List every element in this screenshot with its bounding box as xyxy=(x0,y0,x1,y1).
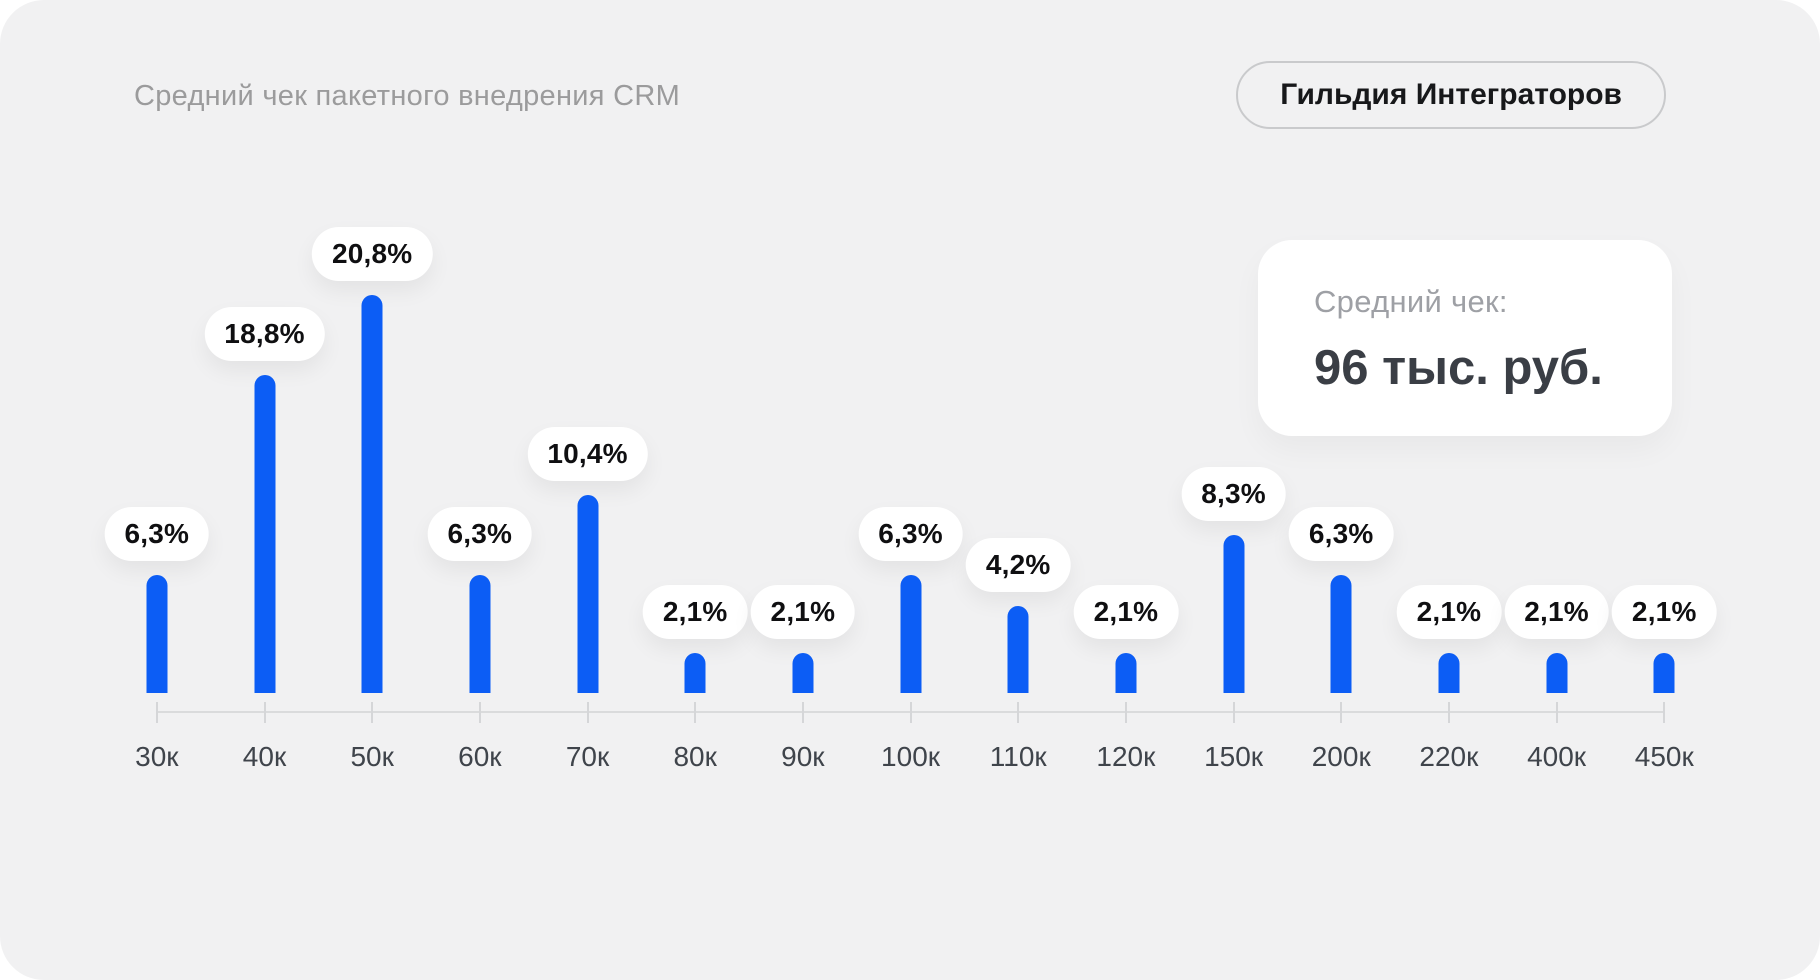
value-label: 2,1% xyxy=(1093,596,1159,627)
value-label: 10,4% xyxy=(547,438,628,469)
category-label: 90к xyxy=(781,741,825,772)
bar-column: 2,1% 450к xyxy=(1610,0,1718,980)
value-label-pill: 2,1% xyxy=(642,585,748,639)
bar[interactable] xyxy=(577,495,599,693)
axis-tick-mark xyxy=(371,702,374,723)
bar[interactable] xyxy=(1115,653,1137,693)
category-label: 110к xyxy=(989,741,1047,772)
value-label: 4,2% xyxy=(985,549,1051,580)
value-label: 20,8% xyxy=(331,238,413,269)
category-label: 150к xyxy=(1204,741,1264,772)
bar-column: 2,1% 90к xyxy=(749,0,857,980)
bar-column: 8,3% 150к xyxy=(1180,0,1288,980)
value-label: 2,1% xyxy=(662,596,728,627)
axis-tick-mark xyxy=(1447,702,1450,723)
bar-column: 2,1% 80к xyxy=(641,0,749,980)
axis-tick-mark xyxy=(586,702,589,723)
axis-tick-mark xyxy=(1232,702,1235,723)
category-label: 200к xyxy=(1311,741,1371,772)
value-label: 6,3% xyxy=(1308,518,1374,549)
brand-badge[interactable]: Гильдия Интеграторов xyxy=(1236,61,1666,129)
bar[interactable] xyxy=(146,575,168,693)
bar-chart: 6,3% 30к 18,8% 40к 20,8% 50к 6,3% 60к 10,4% 70к 2,… xyxy=(103,0,1718,980)
axis-tick-mark xyxy=(694,702,697,723)
value-label-pill: 20,8% xyxy=(311,227,433,281)
bar-column: 2,1% 120к xyxy=(1072,0,1180,980)
chart-title: Средний чек пакетного внедрения CRM xyxy=(134,80,681,112)
bar[interactable] xyxy=(254,375,275,693)
value-label-pill: 2,1% xyxy=(1611,585,1717,639)
bar[interactable] xyxy=(792,653,814,693)
bar[interactable] xyxy=(469,575,491,693)
value-label-pill: 6,3% xyxy=(427,507,533,561)
value-label: 8,3% xyxy=(1201,478,1266,509)
average-check-value: 96 тыс. руб. xyxy=(1314,341,1603,395)
category-label: 100к xyxy=(881,741,941,772)
axis-tick-mark xyxy=(1017,702,1020,723)
bar[interactable] xyxy=(361,295,383,693)
bar[interactable] xyxy=(1223,535,1245,693)
average-check-label: Средний чек: xyxy=(1314,284,1508,319)
value-label: 2,1% xyxy=(1631,596,1697,627)
category-label: 40к xyxy=(242,741,287,772)
bar[interactable] xyxy=(684,653,706,693)
axis-tick-mark xyxy=(1340,702,1343,723)
bar[interactable] xyxy=(1007,606,1029,693)
bar-column: 18,8% 40к xyxy=(204,0,325,980)
value-label: 2,1% xyxy=(1416,596,1482,627)
axis-tick-mark xyxy=(1124,702,1127,723)
category-label: 70к xyxy=(565,741,610,772)
bar-column: 20,8% 50к xyxy=(311,0,433,980)
value-label-pill: 18,8% xyxy=(204,307,325,361)
value-label-pill: 6,3% xyxy=(1288,507,1394,561)
bar[interactable] xyxy=(1546,653,1568,693)
category-label: 60к xyxy=(458,741,502,772)
value-label-pill: 2,1% xyxy=(1504,585,1609,639)
bar-column: 6,3% 200к xyxy=(1287,0,1395,980)
category-label: 220к xyxy=(1419,741,1479,772)
bar[interactable] xyxy=(1438,653,1460,693)
value-label: 18,8% xyxy=(224,318,305,349)
axis-tick-mark xyxy=(801,702,804,723)
value-label-pill: 6,3% xyxy=(104,507,210,561)
value-label-pill: 6,3% xyxy=(858,507,963,561)
axis-tick-mark xyxy=(909,702,912,723)
value-label: 2,1% xyxy=(1524,596,1589,627)
bar-column: 6,3% 100к xyxy=(857,0,965,980)
category-label: 120к xyxy=(1096,741,1156,772)
axis-tick-mark xyxy=(478,702,481,723)
value-label-pill: 2,1% xyxy=(750,585,856,639)
bar-column: 4,2% 110к xyxy=(964,0,1072,980)
axis-tick-mark xyxy=(1663,702,1666,723)
value-label-pill: 4,2% xyxy=(965,538,1071,592)
bar-column: 10,4% 70к xyxy=(527,0,648,980)
value-label: 6,3% xyxy=(878,518,943,549)
category-label: 80к xyxy=(673,741,717,772)
bar-column: 2,1% 220к xyxy=(1395,0,1503,980)
value-label-pill: 2,1% xyxy=(1073,585,1179,639)
bar-column: 6,3% 30к xyxy=(103,0,211,980)
category-label: 30к xyxy=(135,741,179,772)
category-label: 450к xyxy=(1634,741,1694,772)
value-label: 6,3% xyxy=(124,518,190,549)
bar[interactable] xyxy=(1330,575,1352,693)
bar-column: 2,1% 400к xyxy=(1503,0,1611,980)
axis-tick-mark xyxy=(263,702,266,723)
axis-tick-mark xyxy=(1555,702,1558,723)
bar[interactable] xyxy=(900,575,922,693)
value-label-pill: 2,1% xyxy=(1396,585,1502,639)
value-label: 2,1% xyxy=(770,596,836,627)
category-label: 400к xyxy=(1527,741,1587,772)
category-label: 50к xyxy=(350,741,394,772)
average-check-card: Средний чек: 96 тыс. руб. xyxy=(1258,240,1672,436)
value-label-pill: 10,4% xyxy=(527,427,648,481)
bar-column: 6,3% 60к xyxy=(426,0,534,980)
axis-tick-mark xyxy=(155,702,158,723)
value-label-pill: 8,3% xyxy=(1181,467,1286,521)
value-label: 6,3% xyxy=(447,518,513,549)
bar[interactable] xyxy=(1653,653,1675,693)
